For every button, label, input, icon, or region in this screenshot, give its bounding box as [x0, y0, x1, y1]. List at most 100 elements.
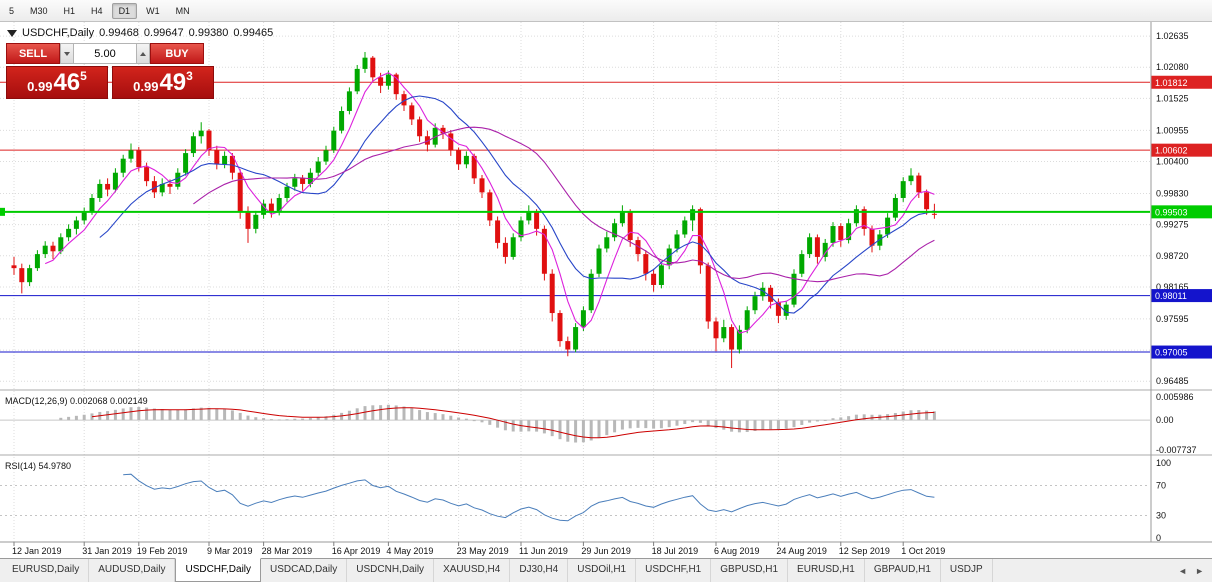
- macd-histogram-bar: [511, 420, 515, 432]
- candle-body: [768, 287, 774, 302]
- candle-body: [807, 237, 813, 255]
- timeframe-button-5[interactable]: 5: [9, 5, 15, 16]
- macd-histogram-bar: [457, 417, 461, 421]
- macd-histogram-bar: [909, 410, 913, 421]
- candle-body: [11, 265, 17, 269]
- macd-histogram-bar: [776, 420, 780, 430]
- macd-histogram-bar: [620, 420, 624, 430]
- timeframe-button-H4[interactable]: H4: [91, 5, 103, 16]
- chart-tab-xauusd-h4[interactable]: XAUUSD,H4: [434, 559, 511, 582]
- macd-histogram-bar: [472, 420, 476, 422]
- candle-body: [432, 127, 438, 145]
- volume-dropdown-button[interactable]: [60, 43, 74, 64]
- chart-tab-usdjp[interactable]: USDJP: [941, 559, 993, 582]
- volume-spinner-button[interactable]: [136, 43, 150, 64]
- date-axis-label: 6 Aug 2019: [714, 546, 760, 556]
- macd-histogram-bar: [815, 420, 819, 422]
- macd-histogram-bar: [698, 420, 702, 423]
- candle-body: [401, 94, 407, 106]
- price-axis-tick: 0.97595: [1156, 314, 1189, 324]
- timeframe-button-D1[interactable]: D1: [111, 2, 138, 19]
- chart-area: 1.02635 1.02080 1.01525 1.00955 1.00400 0.998…: [0, 22, 1212, 558]
- chart-tab-usdcad-daily[interactable]: USDCAD,Daily: [261, 559, 348, 582]
- buy-button[interactable]: BUY: [150, 43, 204, 64]
- candle-body: [838, 226, 844, 241]
- macd-histogram-bar: [722, 420, 726, 430]
- tab-scroll-controls: ◄ ►: [1170, 559, 1212, 582]
- macd-histogram-bar: [441, 414, 445, 421]
- macd-histogram-bar: [800, 420, 804, 425]
- volume-input[interactable]: [74, 43, 136, 64]
- price-axis-tick: 0.99275: [1156, 220, 1189, 230]
- candle-body: [198, 130, 204, 137]
- macd-histogram-bar: [293, 418, 297, 421]
- macd-histogram-bar: [386, 404, 390, 421]
- date-axis-label: 4 May 2019: [386, 546, 433, 556]
- macd-histogram-bar: [667, 420, 671, 428]
- chart-tab-audusd-daily[interactable]: AUDUSD,Daily: [89, 559, 176, 582]
- macd-histogram-bar: [308, 418, 312, 421]
- candle-body: [502, 242, 508, 257]
- chart-canvas[interactable]: 1.02635 1.02080 1.01525 1.00955 1.00400 0.998…: [0, 22, 1212, 558]
- candle-body: [900, 181, 906, 198]
- candle-body: [573, 327, 579, 350]
- level-price-label: 1.01812: [1155, 78, 1188, 88]
- bid-pips: 46: [53, 69, 81, 97]
- tab-scroll-right-button[interactable]: ►: [1195, 565, 1204, 576]
- level-price-label-box: [1151, 345, 1212, 359]
- candle-body: [89, 197, 95, 213]
- chart-tab-gbpaud-h1[interactable]: GBPAUD,H1: [865, 559, 941, 582]
- price-axis-tick: 1.01525: [1156, 93, 1189, 103]
- macd-histogram-bar: [191, 408, 195, 421]
- macd-histogram-bar: [854, 414, 858, 421]
- chart-tab-dj30-h4[interactable]: DJ30,H4: [510, 559, 569, 582]
- macd-histogram-bar: [106, 411, 110, 421]
- macd-histogram-bar: [823, 420, 827, 422]
- level-price-label-box: [1151, 143, 1212, 157]
- ohlc-high: 0.99647: [143, 27, 184, 39]
- chart-symbol-period: USDCHF,Daily: [22, 27, 95, 39]
- chart-tab-eurusd-daily[interactable]: EURUSD,Daily: [3, 559, 90, 582]
- sell-price-display[interactable]: 0.99 46 5: [6, 66, 108, 99]
- chart-tab-usdchf-daily[interactable]: USDCHF,Daily: [175, 558, 262, 582]
- macd-histogram-bar: [402, 406, 406, 421]
- macd-pane-label: MACD(12,26,9) 0.002068 0.002149: [5, 396, 148, 406]
- level-price-label: 0.97005: [1155, 348, 1188, 358]
- chart-tab-usdchf-h1[interactable]: USDCHF,H1: [636, 559, 712, 582]
- date-axis-label: 31 Jan 2019: [82, 546, 132, 556]
- macd-histogram-bar: [332, 414, 336, 421]
- timeframe-button-M30[interactable]: M30: [30, 5, 48, 16]
- price-axis-tick: 0.99830: [1156, 188, 1189, 198]
- chart-tab-usdoil-h1[interactable]: USDOil,H1: [568, 559, 637, 582]
- macd-histogram-bar: [371, 405, 375, 421]
- macd-histogram-bar: [176, 409, 180, 421]
- candle-body: [479, 178, 485, 193]
- candle-body: [81, 212, 87, 221]
- candle-body: [58, 237, 64, 252]
- macd-histogram-bar: [683, 420, 687, 424]
- macd-signal-line: [91, 407, 935, 439]
- chart-tab-gbpusd-h1[interactable]: GBPUSD,H1: [711, 559, 789, 582]
- rsi-axis-tick: 70: [1156, 481, 1166, 491]
- timeframe-button-H1[interactable]: H1: [63, 5, 76, 16]
- candle-body: [97, 183, 103, 198]
- chart-tab-eurusd-h1[interactable]: EURUSD,H1: [788, 559, 865, 582]
- price-axis-tick: 1.00955: [1156, 125, 1189, 135]
- one-click-trading-panel: SELL BUY 0.99 46 5 0.99 49: [6, 43, 214, 99]
- sell-button[interactable]: SELL: [6, 43, 60, 64]
- chart-tab-usdcnh-daily[interactable]: USDCNH,Daily: [347, 559, 435, 582]
- macd-histogram-bar: [574, 420, 578, 443]
- macd-histogram-bar: [745, 420, 749, 432]
- candle-body: [167, 183, 173, 187]
- tab-scroll-left-button[interactable]: ◄: [1178, 565, 1188, 576]
- ohlc-open: 0.99468: [99, 27, 139, 39]
- buy-price-display[interactable]: 0.99 49 3: [112, 66, 214, 99]
- candle-body: [229, 155, 235, 173]
- timeframe-button-W1[interactable]: W1: [146, 5, 160, 16]
- timeframe-button-MN[interactable]: MN: [175, 5, 190, 16]
- macd-histogram-bar: [67, 416, 71, 421]
- macd-histogram-bar: [558, 420, 562, 440]
- macd-histogram-bar: [449, 415, 453, 421]
- candle-body: [619, 212, 625, 224]
- candle-body: [830, 226, 836, 243]
